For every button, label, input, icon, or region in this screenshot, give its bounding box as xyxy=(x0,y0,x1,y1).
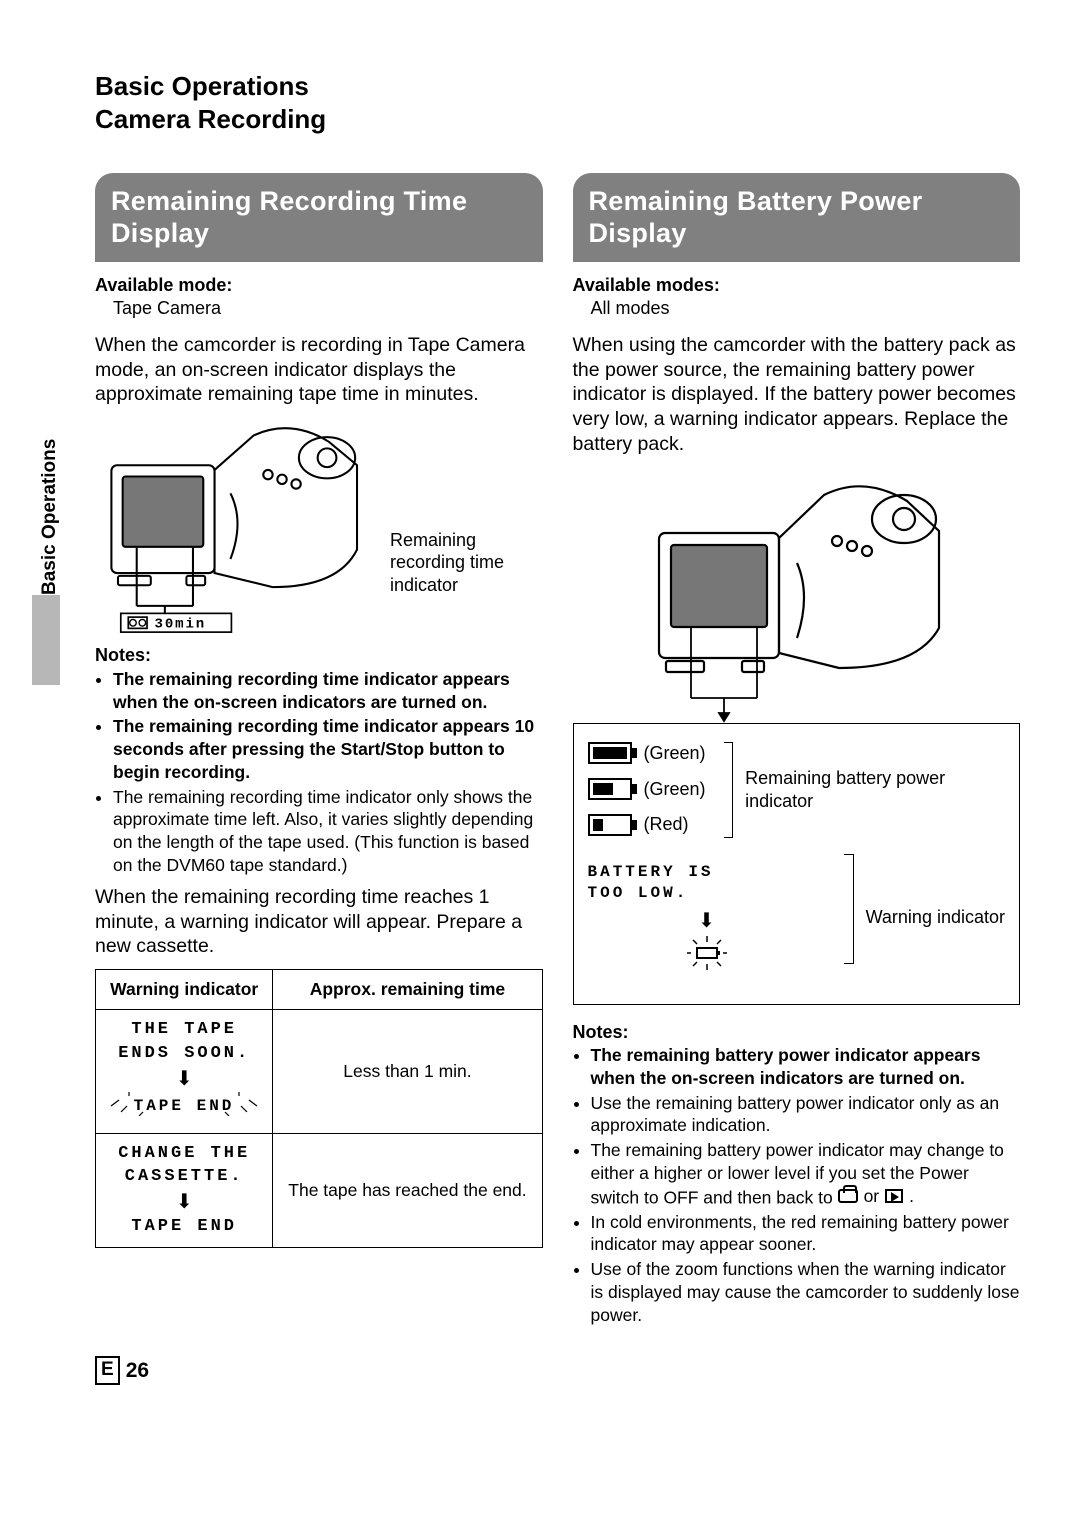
right-column: Remaining Battery Power Display Availabl… xyxy=(573,173,1021,1328)
intro-left: When the camcorder is recording in Tape … xyxy=(95,333,543,408)
notes-header-right: Notes: xyxy=(573,1021,1021,1044)
arrow-down-icon: ⬇ xyxy=(106,1189,262,1215)
battery-flash-icon xyxy=(588,934,826,982)
camcorder-illustration-left: 30min xyxy=(95,409,380,634)
table-header: Warning indicator xyxy=(96,970,273,1010)
note-item: Use the remaining battery power indicato… xyxy=(591,1092,1021,1138)
battery-legend-box: (Green) (Green) (Red) Remaining battery … xyxy=(573,723,1021,1004)
side-tab-grey xyxy=(32,595,60,685)
table-cell: Less than 1 min. xyxy=(273,1010,542,1133)
or-word: or xyxy=(864,1185,880,1208)
osd-text: CASSETTE. xyxy=(106,1165,262,1189)
section-title-left: Remaining Recording Time Display xyxy=(95,173,543,262)
caption-line: indicator xyxy=(390,574,504,597)
mode-value-right: All modes xyxy=(591,297,1021,320)
arrow-down-icon: ⬇ xyxy=(106,1066,262,1092)
level-label: (Green) xyxy=(644,742,706,765)
battery-low-icon xyxy=(588,814,632,836)
warning-table: Warning indicator Approx. remaining time… xyxy=(95,969,543,1248)
notes-list-left: The remaining recording time indicator a… xyxy=(95,668,543,877)
table-cell: The tape has reached the end. xyxy=(273,1133,542,1247)
camera-mode-icon xyxy=(838,1189,858,1203)
play-mode-icon xyxy=(885,1189,903,1203)
note-item: The remaining recording time indicator o… xyxy=(113,786,543,877)
note-item: In cold environments, the red remaining … xyxy=(591,1211,1021,1257)
osd-blink: TAPE END xyxy=(109,1092,259,1125)
warning-indicator-label: Warning indicator xyxy=(854,906,1005,929)
battery-full-icon xyxy=(588,742,632,764)
note-item: The remaining recording time indicator a… xyxy=(113,668,543,714)
svg-text:TAPE END: TAPE END xyxy=(134,1097,235,1115)
battery-indicator-label: Remaining battery power indicator xyxy=(733,767,1005,814)
arrow-down-icon: ⬇ xyxy=(588,908,826,934)
side-tab-label: Basic Operations xyxy=(38,439,63,595)
osd-text: CHANGE THE xyxy=(106,1142,262,1166)
heading-line1: Basic Operations xyxy=(95,70,1020,103)
osd-text: ENDS SOON. xyxy=(106,1042,262,1066)
notes-header-left: Notes: xyxy=(95,644,543,667)
osd-text: THE TAPE xyxy=(106,1018,262,1042)
heading-line2: Camera Recording xyxy=(95,103,1020,136)
intro-right: When using the camcorder with the batter… xyxy=(573,333,1021,458)
camcorder-illustration-right xyxy=(639,463,954,723)
note-item: The remaining recording time indicator a… xyxy=(113,715,543,783)
osd-text: TAPE END xyxy=(106,1215,262,1239)
table-row: CHANGE THE CASSETTE. ⬇ TAPE END The tape… xyxy=(96,1133,543,1247)
caption-line: recording time xyxy=(390,551,504,574)
table-header: Approx. remaining time xyxy=(273,970,542,1010)
warn-osd: TOO LOW. xyxy=(588,883,826,904)
mode-header-left: Available mode: xyxy=(95,274,543,297)
page-heading: Basic Operations Camera Recording xyxy=(95,70,1020,135)
note-item: Use of the zoom functions when the warni… xyxy=(591,1258,1021,1326)
page-number: E 26 xyxy=(95,1356,1020,1385)
figure-caption-left: Remaining recording time indicator xyxy=(390,529,504,635)
section-title-right: Remaining Battery Power Display xyxy=(573,173,1021,262)
caption-line: Remaining xyxy=(390,529,504,552)
battery-half-icon xyxy=(588,778,632,800)
svg-text:30min: 30min xyxy=(155,617,207,633)
mode-header-right: Available modes: xyxy=(573,274,1021,297)
notes-list-right: The remaining battery power indicator ap… xyxy=(573,1044,1021,1326)
table-row: THE TAPE ENDS SOON. ⬇ TAPE END xyxy=(96,1010,543,1133)
warn-osd: BATTERY IS xyxy=(588,862,826,883)
level-label: (Red) xyxy=(644,813,706,836)
left-column: Remaining Recording Time Display Availab… xyxy=(95,173,543,1328)
note-item: The remaining battery power indicator ap… xyxy=(591,1044,1021,1090)
note-item: The remaining battery power indicator ma… xyxy=(591,1139,1021,1209)
note-text: The remaining battery power indicator ma… xyxy=(591,1140,1004,1207)
warning-para-left: When the remaining recording time reache… xyxy=(95,885,543,960)
page-letter: E xyxy=(95,1356,120,1385)
level-label: (Green) xyxy=(644,778,706,801)
page-num-value: 26 xyxy=(126,1357,149,1384)
mode-value-left: Tape Camera xyxy=(113,297,543,320)
